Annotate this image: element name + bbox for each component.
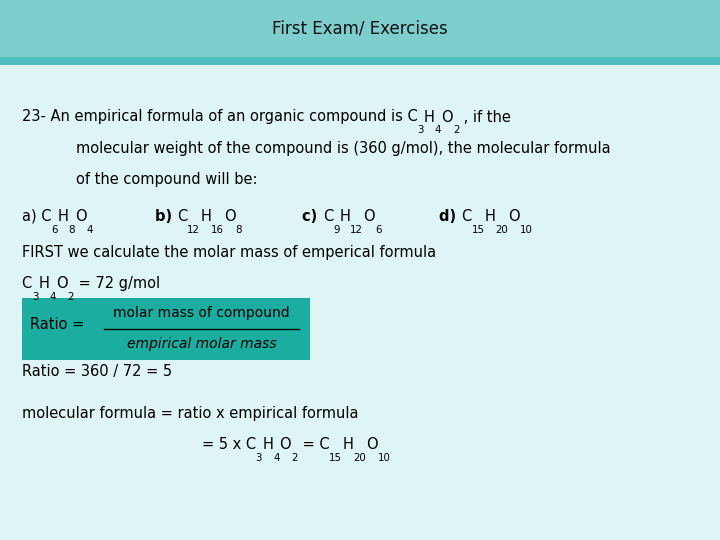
Text: 6: 6 <box>51 225 58 235</box>
Text: FIRST we calculate the molar mass of emperical formula: FIRST we calculate the molar mass of emp… <box>22 245 436 260</box>
Text: 2: 2 <box>291 453 297 463</box>
Text: 12: 12 <box>351 225 364 235</box>
FancyBboxPatch shape <box>22 298 310 360</box>
Text: First Exam/ Exercises: First Exam/ Exercises <box>272 19 448 37</box>
Text: 8: 8 <box>235 225 242 235</box>
Text: H: H <box>342 437 353 453</box>
Text: O: O <box>441 110 453 125</box>
Text: molar mass of compound: molar mass of compound <box>113 307 290 320</box>
Text: 20: 20 <box>495 225 508 235</box>
Text: O: O <box>508 209 520 224</box>
Text: = 5 x C: = 5 x C <box>202 437 256 453</box>
Text: Ratio = 360 / 72 = 5: Ratio = 360 / 72 = 5 <box>22 364 172 379</box>
Text: 15: 15 <box>329 453 342 463</box>
Text: 16: 16 <box>211 225 224 235</box>
Text: 9: 9 <box>333 225 340 235</box>
Text: 20: 20 <box>353 453 366 463</box>
Text: Ratio =: Ratio = <box>30 316 89 332</box>
Text: 4: 4 <box>273 453 279 463</box>
Text: C: C <box>462 209 472 224</box>
Text: O: O <box>279 437 291 453</box>
Text: 3: 3 <box>32 292 38 302</box>
Text: H: H <box>262 437 273 453</box>
Text: 10: 10 <box>520 225 533 235</box>
Text: 4: 4 <box>86 225 93 235</box>
Text: H: H <box>200 209 211 224</box>
Text: molecular weight of the compound is (360 g/mol), the molecular formula: molecular weight of the compound is (360… <box>76 141 611 156</box>
Text: 12: 12 <box>187 225 200 235</box>
Text: b): b) <box>155 209 177 224</box>
Text: 3: 3 <box>418 125 424 136</box>
Text: 23- An empirical formula of an organic compound is C: 23- An empirical formula of an organic c… <box>22 110 418 125</box>
Text: 2: 2 <box>453 125 459 136</box>
Text: = C: = C <box>297 437 329 453</box>
Text: empirical molar mass: empirical molar mass <box>127 337 276 350</box>
Text: 6: 6 <box>375 225 382 235</box>
Text: d): d) <box>439 209 462 224</box>
Text: = 72 g/mol: = 72 g/mol <box>73 276 160 291</box>
Text: H: H <box>485 209 495 224</box>
Text: 4: 4 <box>49 292 55 302</box>
Text: molecular formula = ratio x empirical formula: molecular formula = ratio x empirical fo… <box>22 406 358 421</box>
Text: 4: 4 <box>435 125 441 136</box>
Text: C: C <box>22 276 32 291</box>
Text: 2: 2 <box>68 292 73 302</box>
Text: O: O <box>224 209 235 224</box>
Text: c): c) <box>302 209 323 224</box>
Text: O: O <box>75 209 86 224</box>
Text: 3: 3 <box>256 453 262 463</box>
FancyBboxPatch shape <box>0 57 720 65</box>
Text: O: O <box>364 209 375 224</box>
Text: H: H <box>424 110 435 125</box>
Text: H: H <box>58 209 68 224</box>
Text: O: O <box>366 437 377 453</box>
Text: , if the: , if the <box>459 110 511 125</box>
Text: O: O <box>55 276 68 291</box>
Text: of the compound will be:: of the compound will be: <box>76 172 257 187</box>
Text: C: C <box>177 209 187 224</box>
Text: H: H <box>340 209 351 224</box>
FancyBboxPatch shape <box>0 0 720 57</box>
Text: C: C <box>323 209 333 224</box>
Text: a) C: a) C <box>22 209 51 224</box>
Text: 15: 15 <box>472 225 485 235</box>
Text: 8: 8 <box>68 225 75 235</box>
Text: 10: 10 <box>377 453 390 463</box>
Text: H: H <box>38 276 49 291</box>
